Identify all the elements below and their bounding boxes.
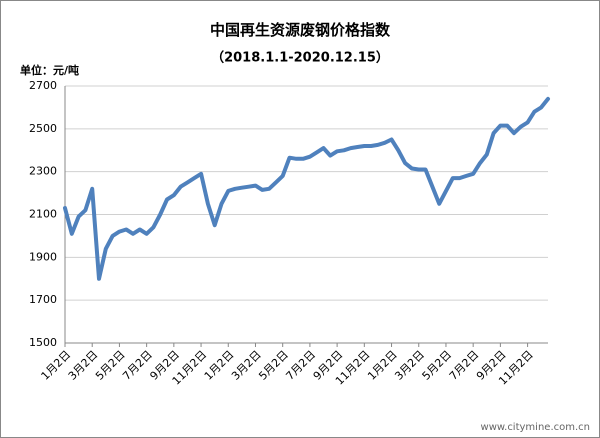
y-tick-label: 2300 — [29, 165, 57, 178]
y-tick-label: 1700 — [29, 293, 57, 306]
data-line — [63, 96, 550, 281]
y-axis-label: 单位：元/吨 — [20, 63, 79, 77]
chart-title: 中国再生资源废钢价格指数 — [210, 21, 391, 39]
y-tick-label: 2500 — [29, 122, 57, 135]
y-tick-label: 2100 — [29, 208, 57, 221]
y-tick-label: 1500 — [29, 336, 57, 349]
y-tick-label: 1900 — [29, 250, 57, 263]
watermark: www.citymine.com.cn — [481, 422, 590, 433]
chart-subtitle: （2018.1.1-2020.12.15） — [211, 50, 389, 66]
y-tick-label: 2700 — [29, 79, 57, 92]
